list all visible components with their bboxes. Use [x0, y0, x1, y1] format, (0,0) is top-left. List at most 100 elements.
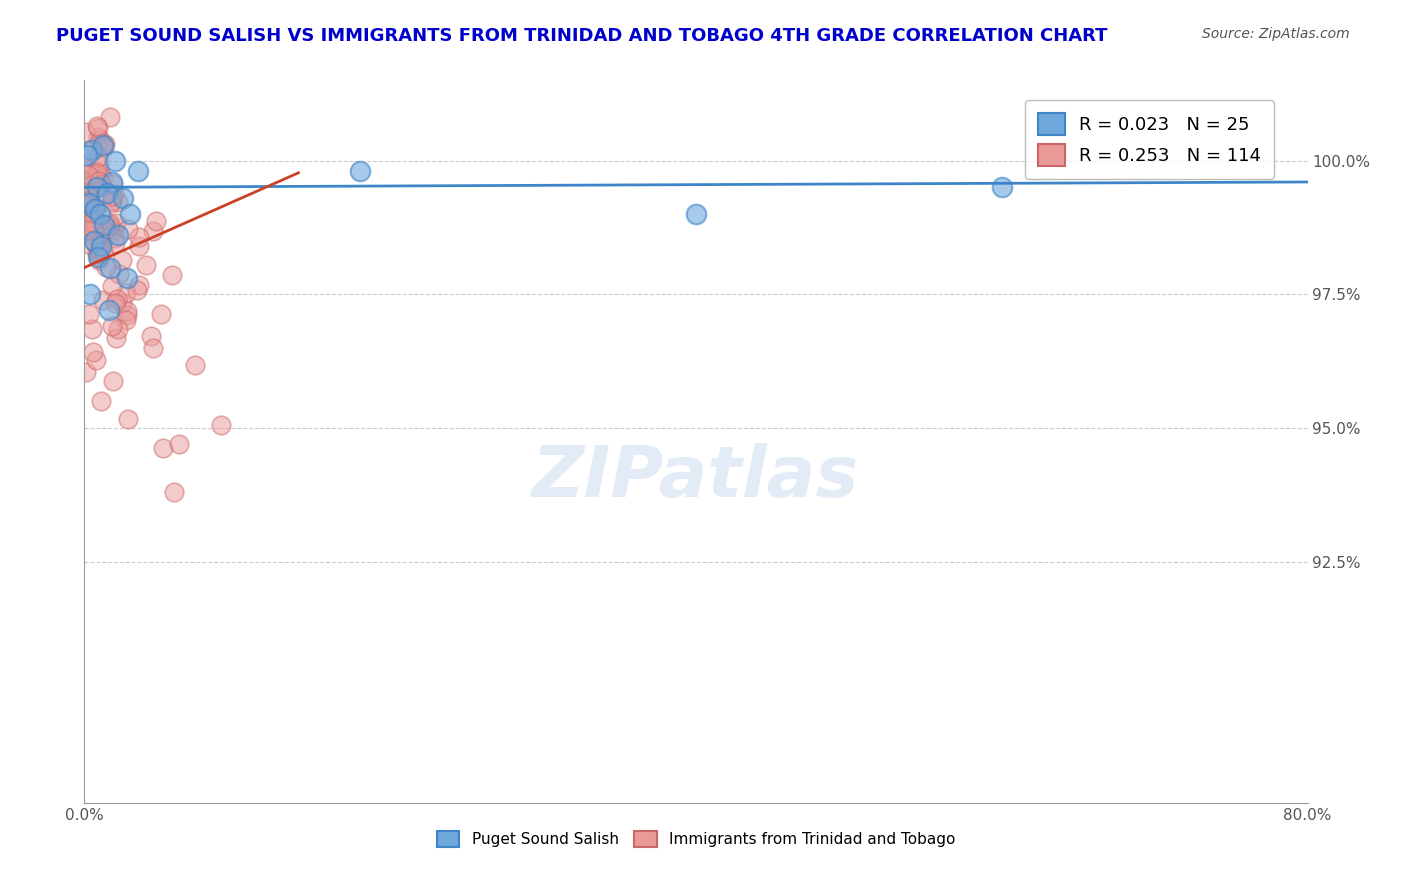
Point	[115, 308, 138, 322]
Point	[91, 244, 114, 258]
Point	[107, 194, 129, 209]
Point	[83, 235, 105, 250]
Point	[128, 238, 150, 252]
Point	[107, 228, 129, 243]
Point	[128, 229, 150, 244]
Text: Source: ZipAtlas.com: Source: ZipAtlas.com	[1202, 27, 1350, 41]
Point	[73, 125, 96, 139]
Point	[87, 121, 110, 136]
Point	[83, 211, 105, 225]
Point	[79, 287, 101, 301]
Point	[90, 239, 112, 253]
Point	[76, 168, 98, 182]
Point	[101, 318, 124, 333]
Point	[86, 221, 108, 235]
Point	[75, 365, 97, 379]
Point	[101, 177, 124, 191]
Point	[83, 212, 105, 227]
Point	[94, 136, 117, 151]
Point	[209, 418, 232, 433]
Point	[115, 271, 138, 285]
Point	[163, 485, 186, 500]
Point	[77, 308, 100, 322]
Text: PUGET SOUND SALISH VS IMMIGRANTS FROM TRINIDAD AND TOBAGO 4TH GRADE CORRELATION : PUGET SOUND SALISH VS IMMIGRANTS FROM TR…	[56, 27, 1108, 45]
Point	[128, 277, 150, 292]
Point	[82, 224, 104, 238]
Point	[87, 158, 110, 172]
Point	[77, 184, 100, 198]
Point	[82, 214, 104, 228]
Point	[79, 163, 101, 178]
Point	[83, 223, 105, 237]
Point	[127, 164, 149, 178]
Point	[80, 174, 103, 188]
Point	[75, 195, 97, 210]
Point	[97, 219, 120, 233]
Point	[89, 217, 111, 231]
Point	[105, 292, 128, 306]
Point	[107, 322, 129, 336]
Point	[90, 227, 112, 241]
Point	[184, 358, 207, 372]
Point	[115, 313, 138, 327]
Point	[83, 175, 105, 189]
Point	[150, 307, 173, 321]
Point	[84, 164, 107, 178]
Point	[87, 174, 110, 188]
Point	[125, 284, 148, 298]
Point	[87, 250, 110, 264]
Point	[139, 328, 162, 343]
Point	[91, 137, 114, 152]
Point	[93, 139, 115, 153]
Legend: R = 0.023   N = 25, R = 0.253   N = 114: R = 0.023 N = 25, R = 0.253 N = 114	[1025, 100, 1274, 178]
Point	[685, 207, 707, 221]
Point	[86, 166, 108, 180]
Point	[86, 246, 108, 260]
Point	[82, 219, 104, 234]
Point	[84, 228, 107, 243]
Point	[91, 137, 114, 152]
Point	[79, 201, 101, 215]
Point	[76, 222, 98, 236]
Point	[89, 165, 111, 179]
Point	[117, 412, 139, 426]
Point	[76, 186, 98, 200]
Point	[89, 133, 111, 147]
Point	[82, 322, 104, 336]
Point	[98, 260, 121, 275]
Point	[90, 178, 112, 192]
Point	[90, 235, 112, 249]
Point	[100, 216, 122, 230]
Point	[79, 194, 101, 209]
Point	[101, 175, 124, 189]
Point	[101, 278, 124, 293]
Point	[97, 303, 120, 318]
Point	[104, 235, 127, 250]
Point	[152, 441, 174, 455]
Point	[82, 344, 104, 359]
Point	[86, 180, 108, 194]
Point	[142, 341, 165, 355]
Point	[77, 196, 100, 211]
Point	[115, 304, 138, 318]
Point	[120, 207, 142, 221]
Point	[82, 170, 104, 185]
Point	[91, 293, 114, 308]
Point	[96, 221, 118, 235]
Point	[104, 231, 127, 245]
Point	[145, 214, 167, 228]
Point	[75, 191, 97, 205]
Point	[98, 110, 121, 124]
Point	[86, 119, 108, 133]
Point	[90, 394, 112, 409]
Point	[105, 331, 128, 345]
Point	[94, 260, 117, 275]
Point	[80, 143, 103, 157]
Point	[160, 268, 183, 282]
Point	[142, 224, 165, 238]
Point	[101, 188, 124, 202]
Point	[80, 215, 103, 229]
Text: ZIPatlas: ZIPatlas	[533, 443, 859, 512]
Point	[79, 178, 101, 192]
Point	[86, 130, 108, 145]
